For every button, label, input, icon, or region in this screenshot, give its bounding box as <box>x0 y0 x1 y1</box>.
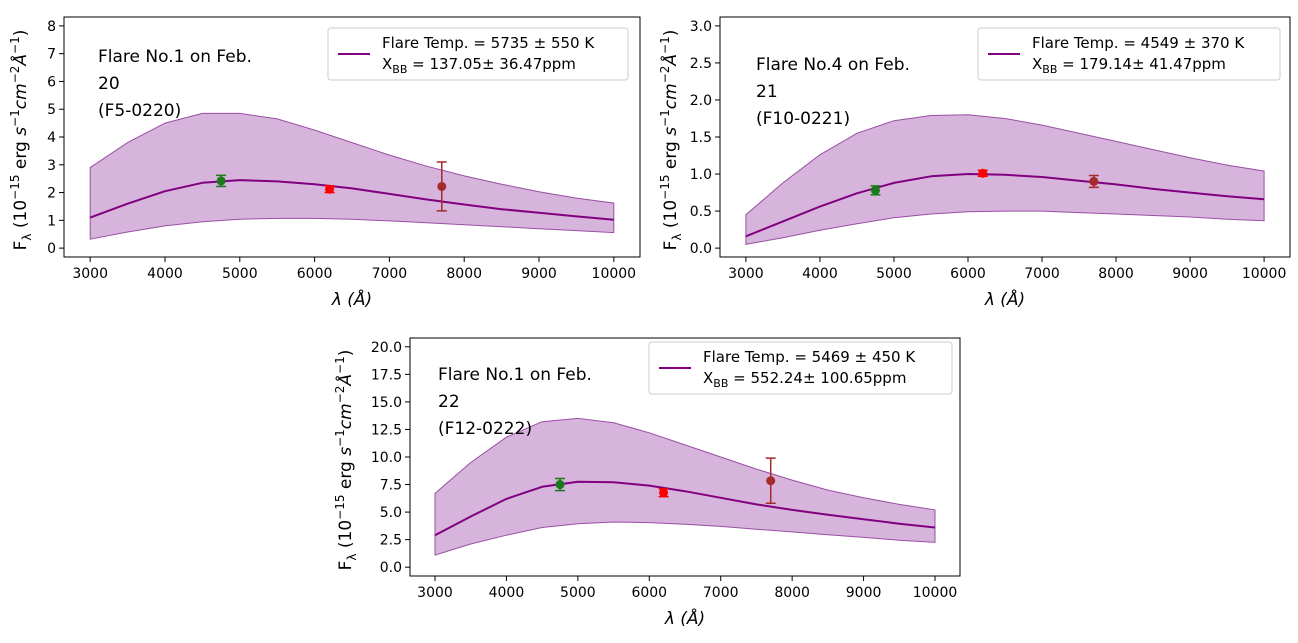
chart-panel-feb-22: 3000 4000 5000 6000 7000 8000 9000 10000 0.0 2.5 5… <box>333 337 961 629</box>
x-axis-label: λ (Å) <box>984 288 1025 310</box>
y-tick-label: 3 <box>47 158 56 174</box>
y-tick-label: 5.0 <box>380 505 402 521</box>
data-point <box>216 176 226 186</box>
y-tick-label: 0.5 <box>690 204 712 220</box>
y-tick-label: 0.0 <box>690 241 712 257</box>
chart-panel-feb-21: 3000 4000 5000 6000 7000 8000 9000 10000 0.0 0.5 1… <box>658 16 1291 310</box>
y-tick-label: 0.0 <box>380 560 402 576</box>
data-point <box>1089 176 1099 186</box>
y-tick-label: 6 <box>47 74 56 90</box>
x-tick-label: 6000 <box>297 266 333 282</box>
legend-xbb-label: XBB = 552.24± 100.65ppm <box>703 369 906 390</box>
blackbody-fit-line <box>89 179 614 221</box>
y-tick-label: 10.0 <box>371 450 402 466</box>
data-point <box>325 184 335 194</box>
y-tick-label: 20.0 <box>371 340 402 356</box>
data-point <box>870 185 880 195</box>
x-tick-label: 9000 <box>846 585 882 601</box>
plot-area: 3000 4000 5000 6000 7000 8000 9000 10000 0.0 2.5 5… <box>371 337 961 629</box>
legend-temp-label: Flare Temp. = 5469 ± 450 K <box>703 348 916 366</box>
y-tick-label: 3.0 <box>690 19 712 35</box>
flare-annotation: 20 <box>98 74 120 94</box>
x-tick-label: 9000 <box>1172 266 1208 282</box>
x-axis-label: λ (Å) <box>664 607 705 629</box>
data-point <box>437 181 447 191</box>
flare-annotation: (F10-0221) <box>756 109 850 129</box>
y-tick-label: 1 <box>47 213 56 229</box>
y-axis-label: Fλ (10−15 erg s−1cm−2Å−1) <box>333 350 359 571</box>
x-tick-label: 7000 <box>372 266 408 282</box>
confidence-band <box>745 114 1265 245</box>
y-tick-label: 2.0 <box>690 93 712 109</box>
x-tick-label: 3000 <box>417 585 453 601</box>
y-tick-label: 7 <box>47 47 56 63</box>
y-tick-label: 15.0 <box>371 395 402 411</box>
data-point <box>978 168 988 178</box>
x-tick-label: 8000 <box>446 266 482 282</box>
x-tick-label: 5000 <box>560 585 596 601</box>
x-axis-label: λ (Å) <box>331 288 372 310</box>
y-tick-label: 1.5 <box>690 130 712 146</box>
x-tick-label: 5000 <box>876 266 912 282</box>
y-tick-label: 17.5 <box>371 367 402 383</box>
y-tick-label: 2.5 <box>690 56 712 72</box>
flare-annotation: 21 <box>756 82 778 102</box>
blackbody-fit-line <box>745 173 1265 238</box>
legend-xbb-label: XBB = 179.14± 41.47ppm <box>1032 55 1226 76</box>
x-tick-label: 6000 <box>950 266 986 282</box>
x-tick-label: 10000 <box>592 266 637 282</box>
x-tick-label: 7000 <box>703 585 739 601</box>
y-tick-label: 12.5 <box>371 422 402 438</box>
flare-annotation: Flare No.1 on Feb. <box>438 365 592 385</box>
x-tick-label: 4000 <box>802 266 838 282</box>
x-tick-label: 10000 <box>1242 266 1287 282</box>
x-tick-label: 10000 <box>913 585 958 601</box>
legend-box <box>648 341 953 395</box>
y-axis-label: Fλ (10−15 erg s−1cm−2Å−1) <box>8 30 34 251</box>
y-tick-label: 2.5 <box>380 533 402 549</box>
data-point <box>659 488 669 498</box>
blackbody-fit-line <box>434 480 936 537</box>
confidence-band <box>434 417 936 556</box>
legend-temp-label: Flare Temp. = 4549 ± 370 K <box>1032 34 1245 52</box>
legend-temp-label: Flare Temp. = 5735 ± 550 K <box>382 34 595 52</box>
flare-annotation: Flare No.4 on Feb. <box>756 55 910 75</box>
x-tick-label: 6000 <box>631 585 667 601</box>
flare-annotation: (F12-0222) <box>438 419 532 439</box>
flare-annotation: 22 <box>438 392 460 412</box>
y-tick-label: 7.5 <box>380 478 402 494</box>
x-tick-label: 8000 <box>774 585 810 601</box>
flare-annotation: (F5-0220) <box>98 101 181 121</box>
confidence-band <box>89 112 615 240</box>
y-tick-label: 8 <box>47 19 56 35</box>
data-point <box>555 480 565 490</box>
legend-xbb-label: XBB = 137.05± 36.47ppm <box>382 55 576 76</box>
y-axis-label: Fλ (10−15 erg s−1cm−2Å−1) <box>658 30 684 251</box>
x-tick-label: 3000 <box>72 266 108 282</box>
x-tick-label: 3000 <box>728 266 764 282</box>
x-tick-label: 5000 <box>222 266 258 282</box>
y-tick-label: 2 <box>47 186 56 202</box>
y-tick-label: 1.0 <box>690 167 712 183</box>
x-tick-label: 9000 <box>521 266 557 282</box>
flare-annotation: Flare No.1 on Feb. <box>98 47 252 67</box>
y-tick-label: 0 <box>47 241 56 257</box>
x-tick-label: 4000 <box>147 266 183 282</box>
legend-box <box>327 27 629 81</box>
y-tick-label: 5 <box>47 102 56 118</box>
legend-box <box>977 27 1281 81</box>
chart-panel-feb-20: 3000 4000 5000 6000 7000 8000 9000 10000 0 1 2 3 4 5 6… <box>8 16 641 310</box>
plot-area: 3000 4000 5000 6000 7000 8000 9000 10000 0.0 0.5 1… <box>690 16 1291 310</box>
plot-area: 3000 4000 5000 6000 7000 8000 9000 10000 0 1 2 3 4 5 6… <box>47 16 641 310</box>
data-point <box>766 476 776 486</box>
y-tick-label: 4 <box>47 130 56 146</box>
x-tick-label: 8000 <box>1098 266 1134 282</box>
x-tick-label: 4000 <box>489 585 525 601</box>
x-tick-label: 7000 <box>1024 266 1060 282</box>
